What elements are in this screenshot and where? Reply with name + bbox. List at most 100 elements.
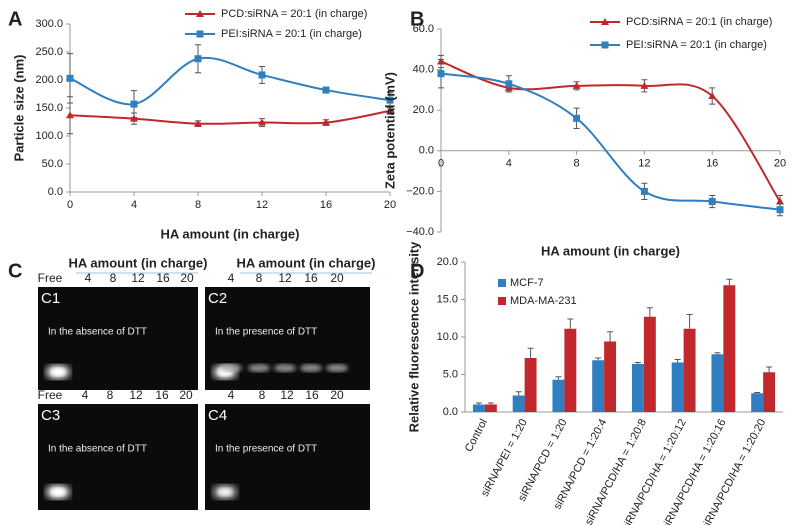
lane-label: 4 (85, 271, 92, 285)
lane-label: 8 (107, 388, 114, 402)
marker (130, 114, 138, 122)
legend-label: PCD:siRNA = 20:1 (in charge) (626, 16, 772, 28)
lane-label: 12 (129, 388, 143, 402)
x-tick-label: 0 (438, 158, 444, 170)
marker (322, 86, 330, 94)
error-bar (726, 278, 733, 286)
bar (524, 358, 537, 412)
y-tick-label: 20.0 (437, 256, 458, 268)
legend-label: PEI:siRNA = 20:1 (in charge) (221, 28, 362, 40)
marker (640, 81, 649, 89)
marker (573, 114, 581, 122)
bar (683, 328, 696, 412)
lane-label: 4 (228, 271, 235, 285)
marker (66, 74, 74, 82)
x-tick-label: 8 (195, 199, 201, 211)
gel-note: In the presence of DTT (215, 444, 317, 455)
gel-well (51, 488, 65, 496)
marker (572, 81, 581, 89)
x-tick-label: Control (463, 417, 490, 454)
bar (711, 354, 724, 412)
gel-band (220, 364, 242, 372)
error-bar (527, 347, 534, 358)
bar (604, 341, 617, 412)
y-tick-label: 20.0 (413, 104, 434, 116)
y-tick-label: 0.0 (419, 145, 434, 157)
gel-header: HA amount (in charge) (69, 255, 208, 270)
panel-label: C (8, 260, 22, 282)
bar (484, 404, 497, 412)
marker (708, 198, 716, 206)
x-tick-label: 16 (706, 158, 718, 170)
bar (592, 360, 605, 412)
gel-note: In the absence of DTT (48, 444, 147, 455)
gel-band (300, 364, 322, 372)
lane-label: 4 (82, 388, 89, 402)
y-tick-label: 15.0 (437, 293, 458, 305)
y-tick-label: 10.0 (437, 331, 458, 343)
marker (194, 119, 202, 127)
gel-well (51, 368, 65, 376)
bar (631, 364, 644, 412)
lane-label: Free (38, 271, 63, 285)
y-tick-label: −20.0 (406, 185, 434, 197)
series-line (69, 109, 391, 125)
panel-label: A (8, 8, 22, 30)
marker (776, 197, 784, 205)
series-line (69, 56, 391, 106)
gel-band (326, 364, 348, 372)
error-bar (555, 376, 562, 380)
marker (386, 96, 394, 104)
lane-label: 12 (131, 271, 145, 285)
error-bar (607, 331, 614, 342)
y-tick-label: 300.0 (35, 18, 63, 30)
legend-marker (601, 41, 609, 49)
gel-header: HA amount (in charge) (237, 255, 376, 270)
panel-label: D (410, 260, 424, 282)
bar (552, 379, 565, 412)
lane-label: 20 (330, 388, 344, 402)
x-tick-label: 4 (506, 158, 512, 170)
marker (505, 80, 513, 88)
legend-swatch (498, 297, 506, 305)
error-bar (686, 314, 693, 329)
gel-note: In the absence of DTT (48, 327, 147, 338)
series-line (440, 60, 781, 203)
error-bar (487, 402, 494, 405)
lane-label: 16 (155, 388, 169, 402)
x-axis-label: HA amount (in charge) (161, 226, 300, 241)
panel-label: B (410, 8, 424, 30)
x-tick-label: 12 (256, 199, 268, 211)
lane-label: 16 (304, 271, 318, 285)
x-tick-label: 0 (67, 199, 73, 211)
y-tick-label: 100.0 (35, 130, 63, 142)
gel-note: In the presence of DTT (215, 327, 317, 338)
error-bar (515, 391, 522, 396)
error-bar (766, 366, 773, 373)
error-bar (714, 352, 721, 355)
marker (322, 118, 330, 126)
marker (258, 71, 266, 79)
y-axis-label: Zeta potential (mV) (382, 72, 397, 189)
y-tick-label: 150.0 (35, 102, 63, 114)
gel-well (218, 488, 232, 496)
legend-marker (601, 18, 609, 25)
lane-label: 16 (156, 271, 170, 285)
lane-label: 12 (280, 388, 294, 402)
marker (386, 106, 394, 114)
y-tick-label: 250.0 (35, 46, 63, 58)
marker (437, 70, 445, 78)
lane-label: 12 (278, 271, 292, 285)
error-bar (634, 362, 641, 364)
legend-label: PCD:siRNA = 20:1 (in charge) (221, 8, 367, 20)
y-tick-label: 0.0 (443, 406, 458, 418)
error-bar (475, 402, 482, 405)
x-tick-label: 20 (384, 199, 396, 211)
error-bar (674, 359, 681, 363)
y-tick-label: 50.0 (42, 158, 63, 170)
x-tick-label: 20 (774, 158, 786, 170)
lane-label: 20 (179, 388, 193, 402)
gel-id: C2 (208, 290, 227, 307)
gel-band (274, 364, 296, 372)
y-tick-label: 5.0 (443, 368, 458, 380)
